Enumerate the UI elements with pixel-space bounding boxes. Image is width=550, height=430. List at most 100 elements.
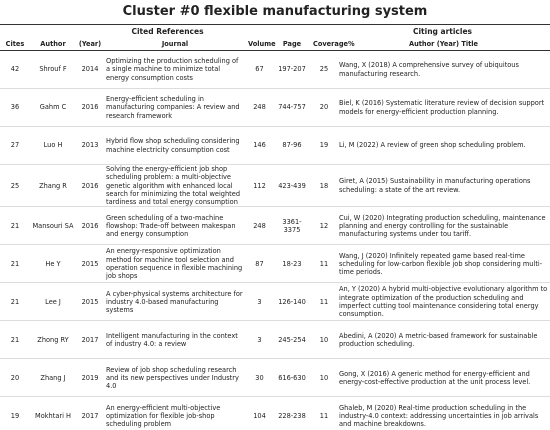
table-row: 42 Shrouf F 2014 Optimizing the production …	[0, 50, 550, 89]
column-header: Journal	[104, 38, 246, 51]
table-row: 20 Zhang J 2019 Review of job shop scheduli…	[0, 358, 550, 398]
cites: 25	[0, 164, 30, 208]
citing-article: Giret, A (2015) Sustainability in manufa…	[337, 164, 550, 208]
volume: 3	[246, 282, 273, 322]
column-header: Coverage%	[311, 38, 355, 51]
year: 2013	[76, 126, 104, 165]
year: 2015	[76, 244, 104, 284]
volume: 104	[246, 396, 273, 430]
coverage: 19	[311, 126, 337, 165]
cites: 21	[0, 320, 30, 360]
coverage: 11	[311, 244, 337, 284]
citing-article: Biel, K (2016) Systematic literature rev…	[337, 88, 550, 127]
table-row: 21 Zhong RY 2017 Intelligent manufacturing …	[0, 320, 550, 360]
journal: Hybrid flow shop scheduling considering …	[104, 126, 246, 165]
journal: Optimizing the production scheduling of …	[104, 50, 246, 89]
year: 2017	[76, 396, 104, 430]
year: 2016	[76, 164, 104, 208]
table-row: 36 Gahm C 2016 Energy-efficient scheduling …	[0, 88, 550, 127]
column-header: Volume	[246, 38, 276, 51]
page: 744-757	[273, 88, 311, 127]
year: 2017	[76, 320, 104, 360]
column-header: Cites	[0, 38, 30, 51]
year: 2019	[76, 358, 104, 398]
volume: 87	[246, 244, 273, 284]
group-header: Cited References	[131, 27, 204, 36]
page: 423-439	[273, 164, 311, 208]
table: Cites Author (Year) Journal Volume Page Covera…	[0, 38, 550, 430]
volume: 248	[246, 88, 273, 127]
citing-article: Wang, J (2020) Infinitely repeated game …	[337, 244, 550, 284]
page: 197-207	[273, 50, 311, 89]
column-header: Page	[273, 38, 311, 51]
column-header: Author	[30, 38, 76, 51]
volume: 67	[246, 50, 273, 89]
table-row: 19 Mokhtari H 2017 An energy-efficient mult…	[0, 396, 550, 430]
citing-article: An, Y (2020) A hybrid multi-objective ev…	[337, 282, 550, 322]
volume: 146	[246, 126, 273, 165]
volume: 248	[246, 206, 273, 246]
page: 228-238	[273, 396, 311, 430]
cites: 36	[0, 88, 30, 127]
page: 87-96	[273, 126, 311, 165]
column-header: Author (Year) Title	[337, 38, 550, 51]
page: 3361-3375	[273, 206, 311, 246]
year: 2015	[76, 282, 104, 322]
page: 18-23	[273, 244, 311, 284]
coverage: 12	[311, 206, 337, 246]
journal: Intelligent manufacturing in the context…	[104, 320, 246, 360]
page: 616-630	[273, 358, 311, 398]
cites: 27	[0, 126, 30, 165]
journal: Review of job shop scheduling research a…	[104, 358, 246, 398]
journal: An energy-responsive optimization method…	[104, 244, 246, 284]
author: Gahm C	[30, 88, 76, 127]
author: Luo H	[30, 126, 76, 165]
cites: 21	[0, 206, 30, 246]
citing-article: Abedini, A (2020) A metric-based framewo…	[337, 320, 550, 360]
journal: An energy-efficient multi-objective opti…	[104, 396, 246, 430]
coverage: 11	[311, 396, 337, 430]
volume: 112	[246, 164, 273, 208]
table-row: 21 Lee J 2015 A cyber-physical systems arch…	[0, 282, 550, 322]
author: Zhang R	[30, 164, 76, 208]
cites: 21	[0, 244, 30, 284]
year: 2016	[76, 206, 104, 246]
author: He Y	[30, 244, 76, 284]
citing-article: Wang, X (2018) A comprehensive survey of…	[337, 50, 550, 89]
author: Mokhtari H	[30, 396, 76, 430]
journal: A cyber-physical systems architecture fo…	[104, 282, 246, 322]
cites: 21	[0, 282, 30, 322]
cites: 42	[0, 50, 30, 89]
year: 2016	[76, 88, 104, 127]
cites: 20	[0, 358, 30, 398]
volume: 3	[246, 320, 273, 360]
coverage: 18	[311, 164, 337, 208]
table-row: 21 Mansouri SA 2016 Green scheduling of a t…	[0, 206, 550, 246]
citing-article: Gong, X (2016) A generic method for ener…	[337, 358, 550, 398]
coverage: 20	[311, 88, 337, 127]
citing-article: Li, M (2022) A review of green shop sche…	[337, 126, 550, 165]
coverage: 25	[311, 50, 337, 89]
table-row: 25 Zhang R 2016 Solving the energy-efficien…	[0, 164, 550, 208]
table-row: 21 He Y 2015 An energy-responsive optimizat…	[0, 244, 550, 284]
page: 245-254	[273, 320, 311, 360]
coverage: 11	[311, 282, 337, 322]
citing-article: Cui, W (2020) Integrating production sch…	[337, 206, 550, 246]
author: Zhong RY	[30, 320, 76, 360]
title: Cluster #0 flexible manufacturing system	[0, 0, 550, 25]
page: 126-140	[273, 282, 311, 322]
author: Mansouri SA	[30, 206, 76, 246]
coverage: 10	[311, 320, 337, 360]
author: Shrouf F	[30, 50, 76, 89]
year: 2014	[76, 50, 104, 89]
author: Zhang J	[30, 358, 76, 398]
journal: Solving the energy-efficient job shop sc…	[104, 164, 246, 208]
column-header: (Year)	[76, 38, 104, 51]
table-row: 27 Luo H 2013 Hybrid flow shop scheduling c…	[0, 126, 550, 165]
volume: 30	[246, 358, 273, 398]
citing-article: Ghaleb, M (2020) Real-time production sc…	[337, 396, 550, 430]
journal: Energy-efficient scheduling in manufactu…	[104, 88, 246, 127]
coverage: 10	[311, 358, 337, 398]
cites: 19	[0, 396, 30, 430]
